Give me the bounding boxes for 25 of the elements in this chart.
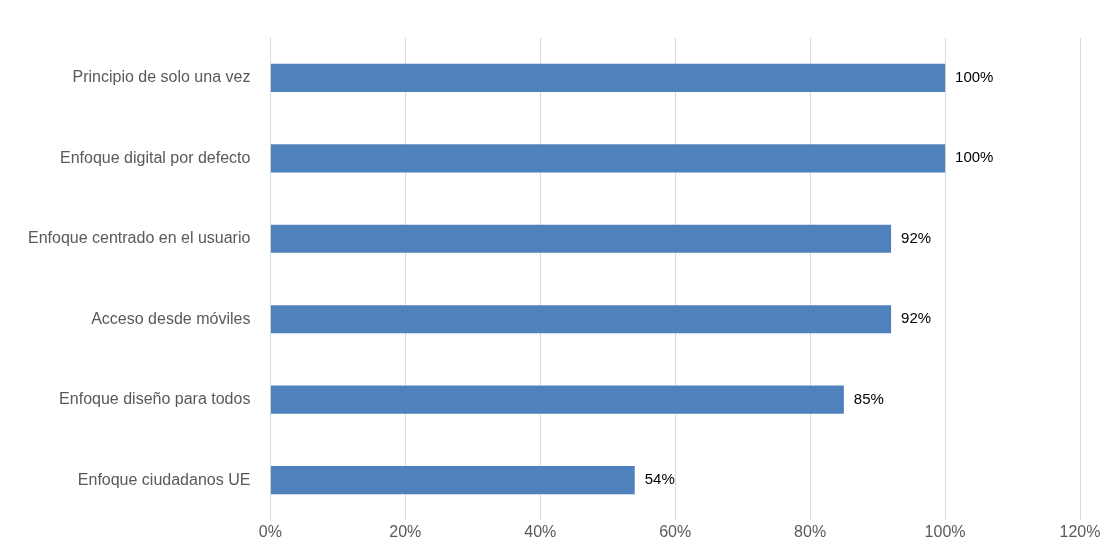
data-label: 100% (955, 148, 994, 166)
data-label: 100% (955, 67, 994, 85)
data-label: 54% (644, 470, 675, 488)
y-tick-label: Enfoque ciudadanos UE (77, 470, 251, 488)
bar (270, 305, 892, 334)
bar (270, 144, 946, 173)
bar (270, 63, 946, 92)
x-tick-label: 0% (258, 523, 282, 541)
y-tick-label: Enfoque digital por defecto (60, 148, 251, 166)
bar (270, 466, 635, 495)
data-label: 85% (853, 389, 884, 407)
x-tick-label: 60% (659, 523, 692, 541)
x-tick-label: 40% (524, 523, 557, 541)
y-tick-label: Enfoque diseño para todos (59, 390, 251, 408)
data-label: 92% (901, 309, 932, 327)
bar (270, 385, 844, 414)
y-tick-label: Acceso desde móviles (91, 309, 251, 327)
y-tick-label: Principio de solo una vez (72, 68, 251, 86)
x-tick-label: 120% (1059, 523, 1101, 541)
x-tick-label: 80% (794, 523, 827, 541)
x-tick-label: 100% (924, 523, 966, 541)
y-tick-label: Enfoque centrado en el usuario (27, 229, 251, 247)
bar (270, 224, 892, 253)
data-label: 92% (901, 228, 932, 246)
x-tick-label: 20% (389, 523, 422, 541)
